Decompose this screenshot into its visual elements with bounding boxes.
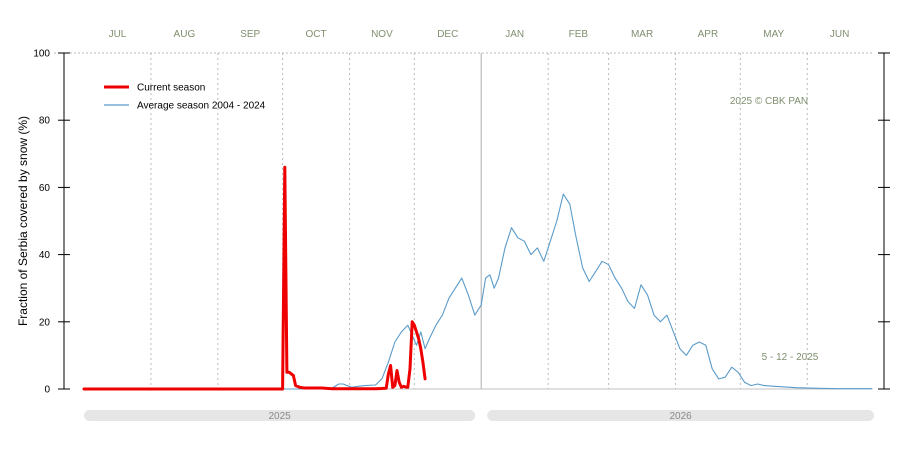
month-labels: JUL AUG SEP OCT NOV DEC JAN FEB MAR APR MAY JUN [109, 29, 850, 40]
month-label: JUN [830, 29, 849, 40]
year-label: 2026 [669, 411, 692, 422]
legend-label-current: Current season [137, 83, 205, 94]
month-label: APR [698, 29, 719, 40]
year-bar [487, 410, 874, 421]
copyright-annotation: 2025 © CBK PAN [730, 96, 808, 107]
current-season-line [82, 165, 427, 391]
year-label: 2025 [268, 411, 291, 422]
month-label: JUL [109, 29, 127, 40]
month-label: MAY [763, 29, 784, 40]
series-lines [82, 165, 873, 391]
year-bars: 2025 2026 [84, 410, 874, 422]
y-axis-title: Fraction of Serbia covered by snow (%) [16, 116, 30, 326]
month-label: SEP [240, 29, 260, 40]
y-tick-label: 80 [39, 116, 51, 127]
month-label: NOV [371, 29, 393, 40]
y-tick-label: 40 [39, 250, 51, 261]
date-annotation: 5 - 12 - 2025 [762, 352, 819, 363]
y-tick-label: 60 [39, 183, 51, 194]
legend-label-average: Average season 2004 - 2024 [137, 101, 266, 112]
month-label: AUG [174, 29, 196, 40]
legend: Current season Average season 2004 - 2024 [104, 83, 266, 112]
axes: 0 20 40 60 80 100 [33, 49, 890, 396]
month-label: OCT [306, 29, 327, 40]
month-label: FEB [569, 29, 589, 40]
year-bar [84, 410, 476, 421]
y-tick-label: 0 [44, 385, 50, 396]
month-label: MAR [631, 29, 653, 40]
y-tick-label: 20 [39, 317, 51, 328]
average-season-line [83, 193, 873, 390]
y-tick-label: 100 [33, 49, 50, 60]
month-label: DEC [437, 29, 458, 40]
month-label: JAN [505, 29, 524, 40]
gridlines [54, 52, 872, 389]
